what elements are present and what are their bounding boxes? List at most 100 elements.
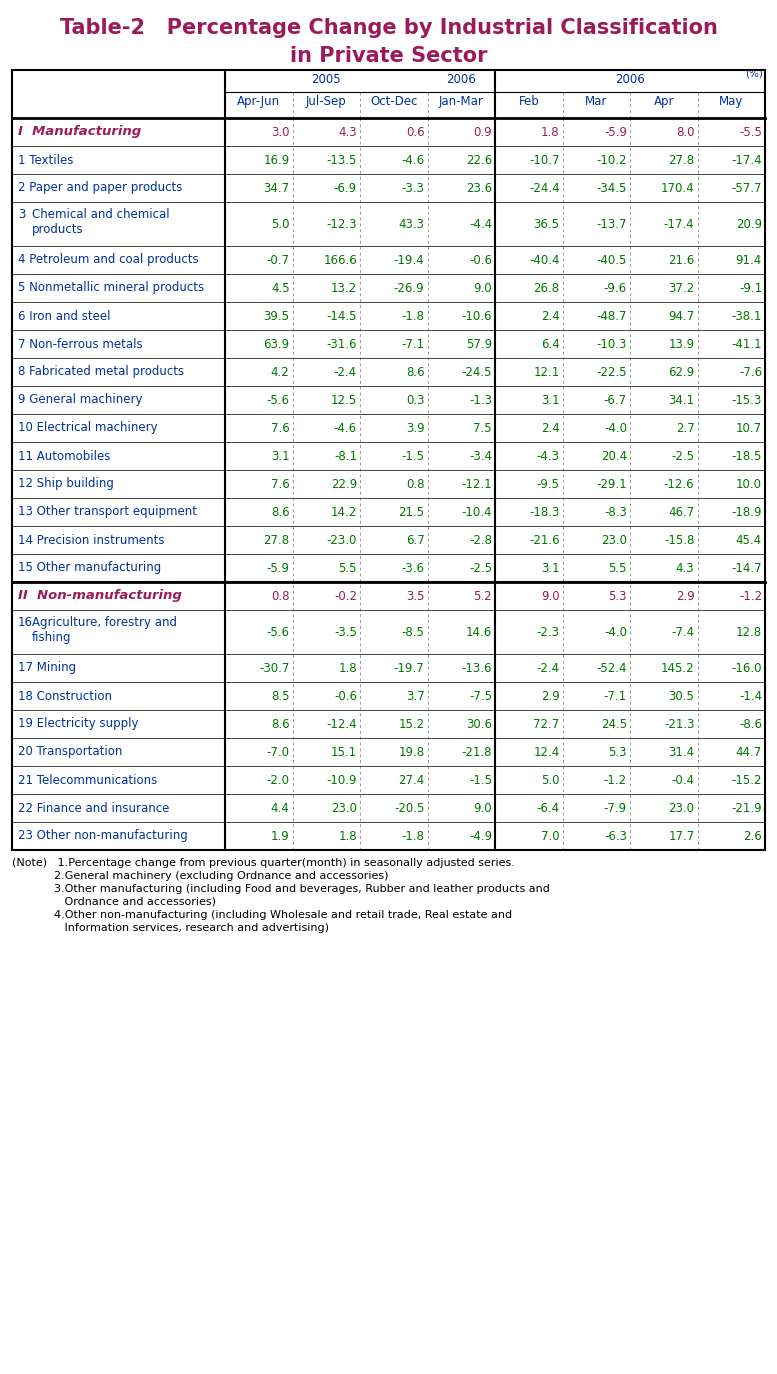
Text: -40.4: -40.4 bbox=[529, 253, 559, 267]
Text: 8.6: 8.6 bbox=[271, 506, 290, 518]
Text: 2.4: 2.4 bbox=[541, 422, 559, 434]
Text: -10.9: -10.9 bbox=[326, 774, 357, 786]
Text: in Private Sector: in Private Sector bbox=[290, 45, 487, 66]
Text: 5.5: 5.5 bbox=[608, 562, 627, 574]
Text: -24.4: -24.4 bbox=[529, 181, 559, 195]
Text: 145.2: 145.2 bbox=[661, 661, 695, 675]
Text: 9 General machinery: 9 General machinery bbox=[18, 393, 142, 407]
Text: -40.5: -40.5 bbox=[597, 253, 627, 267]
Text: 4.5: 4.5 bbox=[271, 282, 290, 294]
Text: 12 Ship building: 12 Ship building bbox=[18, 478, 114, 491]
Text: -17.4: -17.4 bbox=[731, 154, 762, 166]
Text: 1.8: 1.8 bbox=[541, 125, 559, 139]
Text: 9.0: 9.0 bbox=[473, 801, 492, 815]
Text: -15.3: -15.3 bbox=[732, 393, 762, 407]
Text: 23.0: 23.0 bbox=[668, 801, 695, 815]
Text: 7 Non-ferrous metals: 7 Non-ferrous metals bbox=[18, 338, 143, 350]
Text: -4.6: -4.6 bbox=[334, 422, 357, 434]
Text: -6.3: -6.3 bbox=[604, 830, 627, 842]
Text: 18 Construction: 18 Construction bbox=[18, 690, 112, 702]
Text: 4 Petroleum and coal products: 4 Petroleum and coal products bbox=[18, 253, 199, 267]
Text: -9.6: -9.6 bbox=[604, 282, 627, 294]
Text: -7.1: -7.1 bbox=[402, 338, 424, 350]
Text: 27.8: 27.8 bbox=[263, 533, 290, 547]
Text: -13.5: -13.5 bbox=[326, 154, 357, 166]
Text: -29.1: -29.1 bbox=[597, 478, 627, 491]
Text: -21.9: -21.9 bbox=[731, 801, 762, 815]
Text: -3.3: -3.3 bbox=[402, 181, 424, 195]
Text: Ordnance and accessories): Ordnance and accessories) bbox=[12, 897, 216, 907]
Text: 6.4: 6.4 bbox=[541, 338, 559, 350]
Text: 7.6: 7.6 bbox=[270, 422, 290, 434]
Text: 12.4: 12.4 bbox=[533, 746, 559, 758]
Text: -48.7: -48.7 bbox=[597, 309, 627, 323]
Text: 21.5: 21.5 bbox=[399, 506, 424, 518]
Text: 5.5: 5.5 bbox=[339, 562, 357, 574]
Text: -13.6: -13.6 bbox=[462, 661, 492, 675]
Text: Mar: Mar bbox=[585, 95, 608, 109]
Text: 4.2: 4.2 bbox=[270, 365, 290, 378]
Text: 15 Other manufacturing: 15 Other manufacturing bbox=[18, 562, 162, 574]
Text: -10.7: -10.7 bbox=[529, 154, 559, 166]
Text: 8.0: 8.0 bbox=[676, 125, 695, 139]
Text: 8.5: 8.5 bbox=[271, 690, 290, 702]
Text: -10.2: -10.2 bbox=[597, 154, 627, 166]
Text: 7.5: 7.5 bbox=[473, 422, 492, 434]
Text: 5.0: 5.0 bbox=[271, 217, 290, 231]
Text: 14.2: 14.2 bbox=[331, 506, 357, 518]
Text: 1 Textiles: 1 Textiles bbox=[18, 154, 73, 166]
Text: 13.9: 13.9 bbox=[668, 338, 695, 350]
Text: 20 Transportation: 20 Transportation bbox=[18, 746, 122, 758]
Text: -4.3: -4.3 bbox=[536, 449, 559, 463]
Text: -17.4: -17.4 bbox=[664, 217, 695, 231]
Text: 7.6: 7.6 bbox=[270, 478, 290, 491]
Text: 44.7: 44.7 bbox=[736, 746, 762, 758]
Text: -24.5: -24.5 bbox=[462, 365, 492, 378]
Text: -10.6: -10.6 bbox=[462, 309, 492, 323]
Text: 13 Other transport equipment: 13 Other transport equipment bbox=[18, 506, 197, 518]
Text: 34.7: 34.7 bbox=[263, 181, 290, 195]
Text: 14.6: 14.6 bbox=[465, 625, 492, 639]
Text: -12.3: -12.3 bbox=[326, 217, 357, 231]
Text: -4.9: -4.9 bbox=[469, 830, 492, 842]
Text: -14.7: -14.7 bbox=[731, 562, 762, 574]
Text: -15.2: -15.2 bbox=[731, 774, 762, 786]
Text: -6.4: -6.4 bbox=[536, 801, 559, 815]
Text: 0.3: 0.3 bbox=[406, 393, 424, 407]
Text: 19 Electricity supply: 19 Electricity supply bbox=[18, 717, 138, 731]
Text: -2.4: -2.4 bbox=[536, 661, 559, 675]
Text: -15.8: -15.8 bbox=[664, 533, 695, 547]
Text: 63.9: 63.9 bbox=[263, 338, 290, 350]
Text: -26.9: -26.9 bbox=[394, 282, 424, 294]
Text: I  Manufacturing: I Manufacturing bbox=[18, 125, 141, 139]
Text: -5.9: -5.9 bbox=[604, 125, 627, 139]
Text: 0.8: 0.8 bbox=[406, 478, 424, 491]
Text: -3.4: -3.4 bbox=[469, 449, 492, 463]
Text: 0.6: 0.6 bbox=[406, 125, 424, 139]
Text: 16: 16 bbox=[18, 616, 33, 629]
Text: 2.7: 2.7 bbox=[676, 422, 695, 434]
Text: -34.5: -34.5 bbox=[597, 181, 627, 195]
Text: 36.5: 36.5 bbox=[534, 217, 559, 231]
Text: 2.4: 2.4 bbox=[541, 309, 559, 323]
Text: -7.6: -7.6 bbox=[739, 365, 762, 378]
Text: 2.6: 2.6 bbox=[744, 830, 762, 842]
Text: 30.5: 30.5 bbox=[669, 690, 695, 702]
Text: -10.4: -10.4 bbox=[462, 506, 492, 518]
Text: 170.4: 170.4 bbox=[661, 181, 695, 195]
Text: 24.5: 24.5 bbox=[601, 717, 627, 731]
Text: Apr-Jun: Apr-Jun bbox=[237, 95, 280, 109]
Text: -21.6: -21.6 bbox=[529, 533, 559, 547]
Text: Apr: Apr bbox=[653, 95, 674, 109]
Text: -2.5: -2.5 bbox=[671, 449, 695, 463]
Text: 3.9: 3.9 bbox=[406, 422, 424, 434]
Text: 5.0: 5.0 bbox=[541, 774, 559, 786]
Text: (Note)   1.Percentage change from previous quarter(month) in seasonally adjusted: (Note) 1.Percentage change from previous… bbox=[12, 857, 515, 868]
Text: 166.6: 166.6 bbox=[323, 253, 357, 267]
Text: 3.5: 3.5 bbox=[406, 589, 424, 603]
Text: 9.0: 9.0 bbox=[541, 589, 559, 603]
Text: -1.5: -1.5 bbox=[402, 449, 424, 463]
Text: 12.5: 12.5 bbox=[331, 393, 357, 407]
Text: 5.3: 5.3 bbox=[608, 589, 627, 603]
Text: products: products bbox=[32, 223, 84, 236]
